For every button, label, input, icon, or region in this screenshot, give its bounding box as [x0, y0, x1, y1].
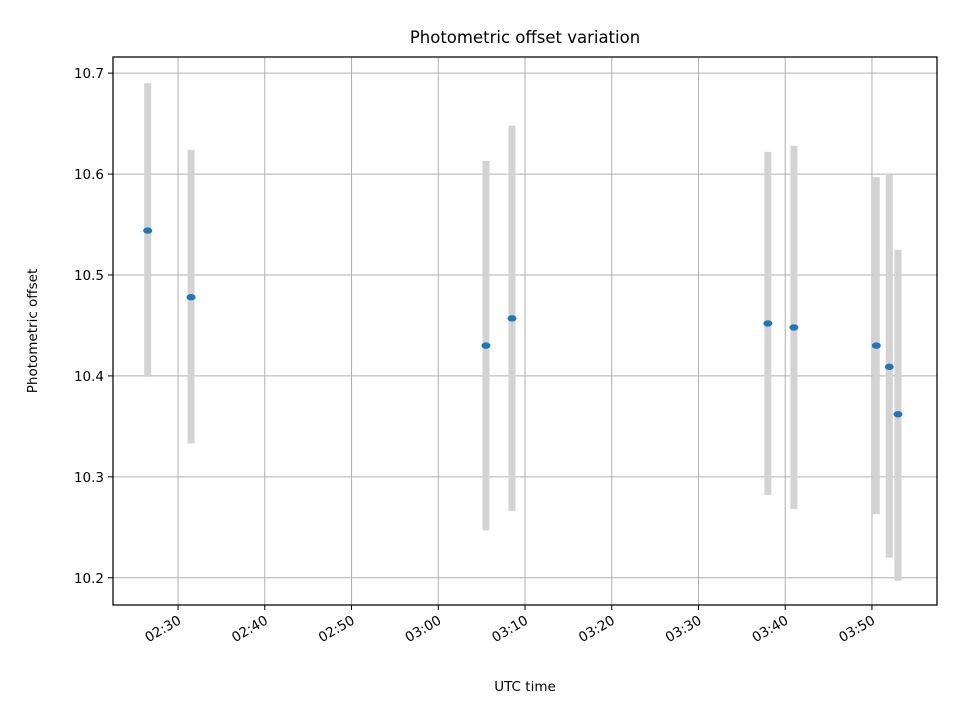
y-tick-label: 10.6 — [74, 167, 104, 183]
data-point — [763, 320, 773, 327]
chart-title: Photometric offset variation — [410, 28, 640, 47]
data-point — [893, 411, 903, 418]
data-point — [186, 293, 196, 301]
y-axis-ticks: 10.2 10.3 10.4 10.5 10.6 10.7 — [74, 66, 113, 587]
y-tick-label: 10.4 — [74, 369, 104, 385]
y-tick-label: 10.2 — [74, 571, 104, 587]
y-tick-label: 10.5 — [74, 268, 104, 284]
y-tick-label: 10.3 — [74, 470, 104, 486]
data-point — [789, 324, 799, 331]
data-point — [871, 342, 881, 349]
x-axis-label: UTC time — [494, 679, 556, 695]
data-markers — [143, 227, 903, 418]
data-point — [507, 315, 517, 322]
data-point — [481, 342, 491, 349]
y-axis-label: Photometric offset — [25, 269, 41, 393]
data-point — [143, 227, 153, 234]
y-tick-label: 10.7 — [74, 66, 104, 82]
data-point — [884, 363, 894, 371]
grid-lines — [113, 57, 937, 605]
